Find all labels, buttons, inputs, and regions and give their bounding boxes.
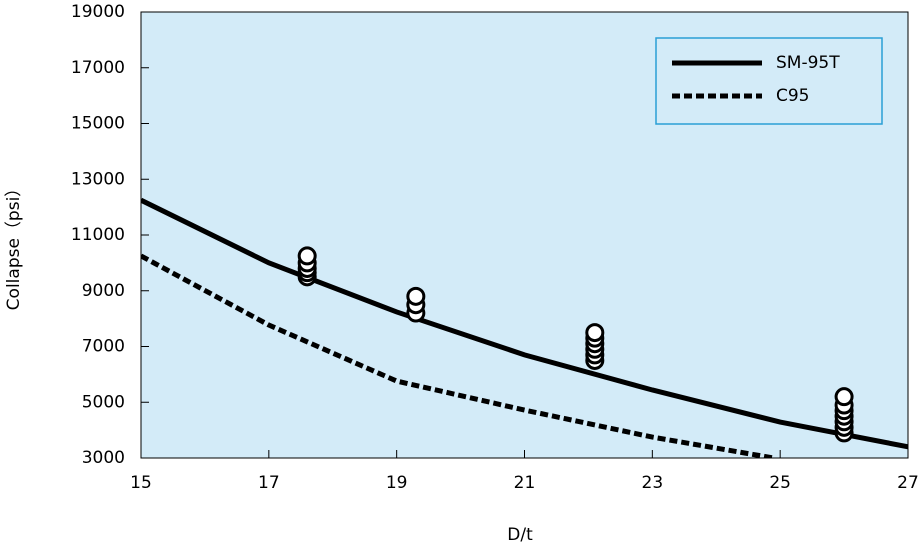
line	[141, 253, 775, 458]
x-tick-label: 27	[897, 473, 919, 493]
x-tick-label: 21	[514, 473, 536, 493]
data-point	[406, 286, 426, 306]
y-tick-label: 19000	[71, 2, 125, 22]
x-tick-label: 25	[769, 473, 791, 493]
y-tick-label: 7000	[82, 337, 125, 357]
x-tick-label: 17	[258, 473, 280, 493]
y-tick-label: 5000	[82, 392, 125, 412]
data-point	[834, 387, 854, 407]
y-tick-label: 13000	[71, 169, 125, 189]
x-tick-label: 19	[386, 473, 408, 493]
y-tick-label: 3000	[82, 448, 125, 468]
y-tick-label: 11000	[71, 225, 125, 245]
y-tick-label: 15000	[71, 114, 125, 134]
data-point	[585, 323, 605, 343]
y-tick-label: 9000	[82, 281, 125, 301]
x-axis-label: D/t	[507, 525, 533, 545]
line	[141, 197, 908, 450]
data-point	[297, 246, 317, 266]
y-tick-label: 17000	[71, 58, 125, 78]
y-axis-label: Collapse（psi）	[4, 180, 24, 311]
x-tick-label: 23	[642, 473, 664, 493]
x-tick-label: 15	[130, 473, 152, 493]
legend-box	[655, 37, 883, 125]
legend-label: SM-95T	[776, 53, 840, 73]
legend-label: C95	[776, 86, 810, 106]
